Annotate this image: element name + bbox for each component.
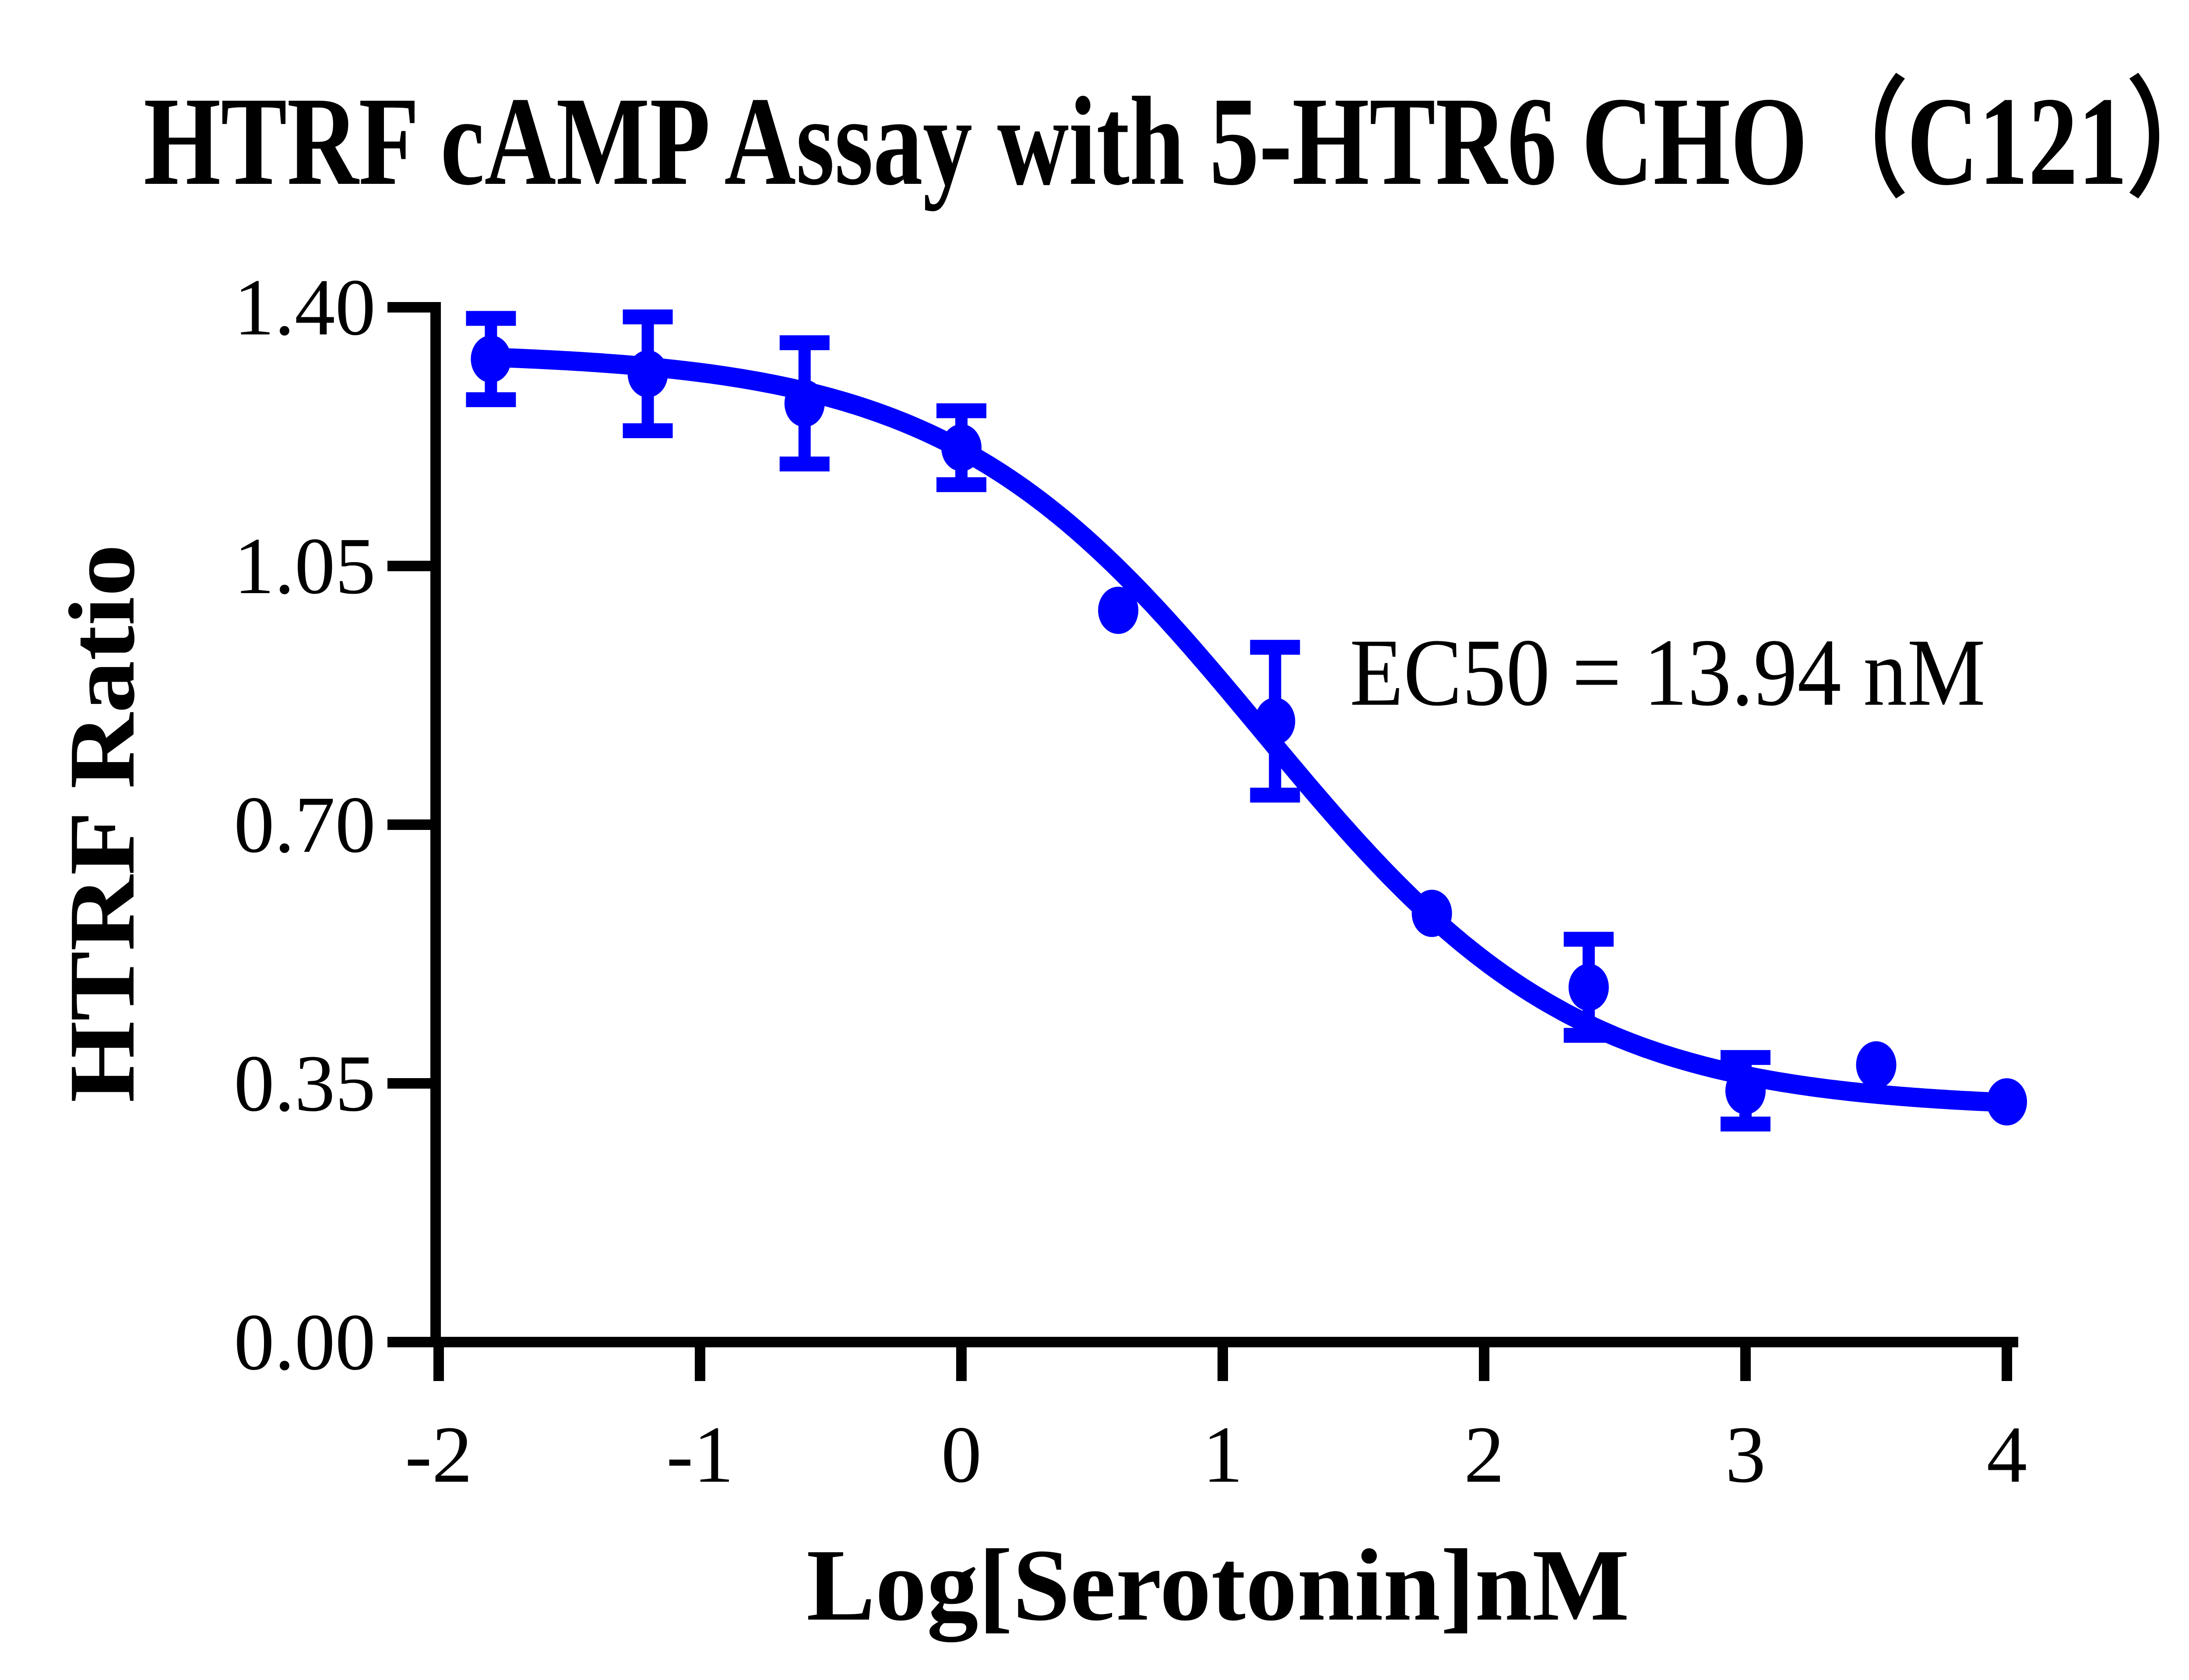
data-point-marker (1856, 1041, 1897, 1089)
data-markers-group (471, 335, 2027, 1126)
data-point-marker (471, 335, 511, 383)
data-point-marker (941, 424, 982, 471)
y-tick-label: 1.40 (234, 263, 376, 352)
data-point-marker (627, 350, 668, 397)
data-point-marker (784, 380, 825, 427)
y-tick-label: 0.70 (234, 780, 376, 870)
axes-spine (430, 302, 2018, 1347)
x-tick-label: 3 (1725, 1410, 1766, 1500)
data-point-marker (1568, 963, 1609, 1011)
y-tick-label: 1.05 (234, 521, 376, 611)
x-tick-label: 1 (1203, 1410, 1243, 1500)
x-tick-label: 2 (1464, 1410, 1505, 1500)
y-axis-ticks: 0.00 0.35 0.70 1.05 1.40 (234, 263, 436, 1387)
data-point-marker (1098, 587, 1139, 634)
chart-title: HTRF cAMP Assay with 5-HTR6 CHO（C121） (144, 71, 2189, 212)
x-axis-ticks: -2 -1 0 1 2 3 4 (405, 1342, 2027, 1500)
data-point-marker (1987, 1078, 2027, 1126)
x-tick-label: -1 (666, 1410, 734, 1500)
fit-curve (481, 348, 2017, 1112)
x-tick-label: 0 (941, 1410, 982, 1500)
y-tick-label: 0.00 (234, 1297, 376, 1387)
ec50-annotation: EC50 = 13.94 nM (1350, 619, 1985, 726)
data-point-marker (1411, 889, 1452, 937)
y-axis-title: HTRF Ratio (49, 544, 154, 1103)
data-point-marker (1255, 697, 1295, 745)
x-tick-label: -2 (405, 1410, 472, 1500)
data-point-marker (1725, 1067, 1766, 1114)
y-tick-label: 0.35 (234, 1039, 376, 1128)
fit-curve-group (481, 348, 2017, 1112)
x-axis-title: Log[Serotonin]nM (806, 1528, 1629, 1642)
x-tick-label: 4 (1987, 1410, 2027, 1500)
